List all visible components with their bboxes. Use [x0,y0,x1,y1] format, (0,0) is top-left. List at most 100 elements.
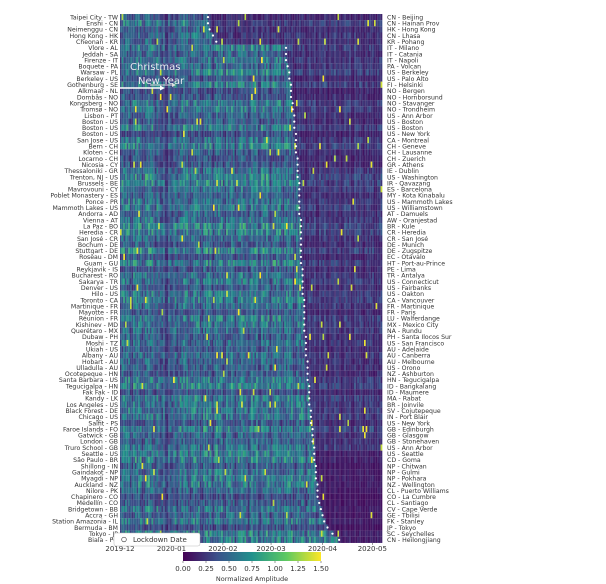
heatmap-cell [199,112,202,119]
heatmap-cell [264,118,267,125]
heatmap-cell [357,20,360,27]
heatmap-cell [271,155,273,162]
heatmap-cell [300,137,303,144]
heatmap-cell [299,155,301,162]
heatmap-cell [339,20,341,27]
heatmap-cell [378,26,381,33]
heatmap-cell [174,180,177,187]
heatmap-cell [221,167,223,174]
heatmap-cell [370,137,373,144]
heatmap-cell [329,118,331,125]
heatmap-cell [179,57,182,64]
heatmap-cell [272,69,275,76]
heatmap-cell [310,112,313,119]
heatmap-cell [134,149,137,156]
heatmap-cell [241,87,243,94]
heatmap-cell [304,118,306,125]
heatmap-cell [124,204,127,211]
heatmap-cell [143,26,145,33]
heatmap-cell [224,186,227,193]
heatmap-cell [193,130,195,138]
heatmap-cell [372,143,375,150]
heatmap-cell [325,149,328,156]
heatmap-cell [242,173,245,181]
heatmap-cell [212,173,215,181]
heatmap-cell [266,44,268,51]
heatmap-cell [364,69,366,76]
heatmap-cell [305,50,308,58]
heatmap-cell [186,143,189,150]
heatmap-cell [209,57,212,64]
heatmap-cell [322,137,325,144]
heatmap-cell [324,118,326,125]
heatmap-cell [131,124,134,131]
heatmap-cell [320,180,323,187]
heatmap-cell [345,124,348,131]
heatmap-cell [274,180,277,187]
heatmap-cell [159,204,162,211]
heatmap-cell [198,20,200,27]
heatmap-cell [158,20,160,27]
heatmap-cell [242,93,245,101]
heatmap-cell [163,198,165,205]
heatmap-cell [178,100,180,107]
heatmap-cell [305,69,308,76]
heatmap-cell [304,161,306,168]
heatmap-cell [352,149,355,156]
heatmap-cell [148,63,150,70]
heatmap-cell [284,137,287,144]
heatmap-cell [141,155,144,162]
heatmap-cell [222,100,225,107]
heatmap-cell [174,173,177,181]
heatmap-cell [211,180,214,187]
heatmap-cell [217,63,220,70]
heatmap-cell [121,124,124,131]
heatmap-cell [349,75,351,82]
heatmap-cell [188,81,190,88]
heatmap-cell [158,106,160,113]
heatmap-cell [203,100,205,107]
heatmap-cell [279,130,282,138]
heatmap-cell [217,204,220,211]
heatmap-cell [148,50,150,58]
heatmap-cell [286,38,288,45]
heatmap-cell [251,81,253,88]
heatmap-cell [350,198,353,205]
heatmap-cell [133,75,135,82]
heatmap-cell [325,198,328,205]
heatmap-cell [224,81,227,88]
heatmap-cell [163,143,165,150]
heatmap-cell [354,75,356,82]
heatmap-cell [307,192,310,199]
heatmap-cell [370,50,373,58]
heatmap-cell [320,124,323,131]
heatmap-cell [360,63,363,70]
heatmap-cell [226,204,228,211]
heatmap-cell [133,155,135,162]
heatmap-cell [242,143,245,150]
heatmap-cell [369,143,371,150]
heatmap-cell [201,20,204,27]
heatmap-cell [377,155,380,162]
heatmap-cell [309,69,311,76]
heatmap-cell [281,186,283,193]
heatmap-cell [151,155,154,162]
heatmap-cell [262,130,265,138]
heatmap-cell [212,106,215,113]
heatmap-cell [312,180,315,187]
heatmap-cell [380,155,383,162]
heatmap-cell [319,137,321,144]
heatmap-cell [126,26,129,33]
heatmap-cell [126,44,129,51]
heatmap-cell [335,14,338,21]
heatmap-cell [171,57,174,64]
heatmap-cell [266,155,268,162]
heatmap-cell [184,32,187,39]
heatmap-cell [186,87,189,94]
heatmap-cell [171,161,174,168]
heatmap-cell [242,57,245,64]
heatmap-cell [141,106,144,113]
heatmap-cell [357,137,360,144]
heatmap-cell [191,38,194,45]
heatmap-cell [153,186,155,193]
